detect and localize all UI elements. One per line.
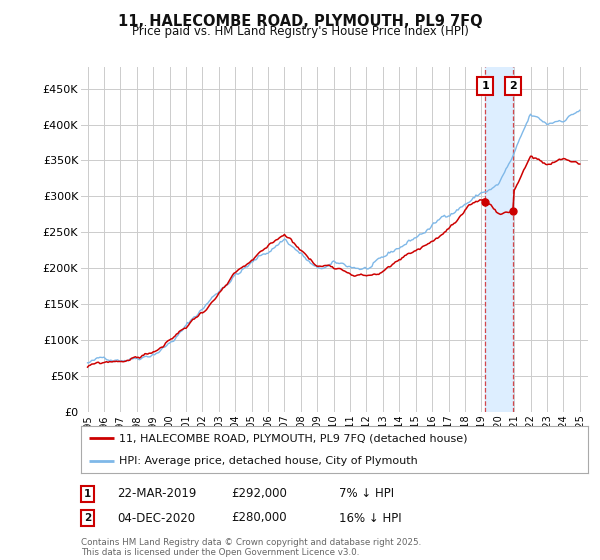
Bar [485, 67, 513, 412]
Text: 2: 2 [509, 81, 517, 91]
Text: 16% ↓ HPI: 16% ↓ HPI [339, 511, 401, 525]
Text: HPI: Average price, detached house, City of Plymouth: HPI: Average price, detached house, City… [119, 456, 418, 466]
Text: Contains HM Land Registry data © Crown copyright and database right 2025.
This d: Contains HM Land Registry data © Crown c… [81, 538, 421, 557]
Text: 1: 1 [481, 81, 489, 91]
Text: Price paid vs. HM Land Registry's House Price Index (HPI): Price paid vs. HM Land Registry's House … [131, 25, 469, 38]
Text: 2: 2 [84, 513, 91, 523]
Text: 7% ↓ HPI: 7% ↓ HPI [339, 487, 394, 501]
Text: 04-DEC-2020: 04-DEC-2020 [117, 511, 195, 525]
Text: 22-MAR-2019: 22-MAR-2019 [117, 487, 196, 501]
Text: 11, HALECOMBE ROAD, PLYMOUTH, PL9 7FQ: 11, HALECOMBE ROAD, PLYMOUTH, PL9 7FQ [118, 14, 482, 29]
Text: 1: 1 [84, 489, 91, 499]
Text: £280,000: £280,000 [231, 511, 287, 525]
Text: £292,000: £292,000 [231, 487, 287, 501]
Text: 11, HALECOMBE ROAD, PLYMOUTH, PL9 7FQ (detached house): 11, HALECOMBE ROAD, PLYMOUTH, PL9 7FQ (d… [119, 433, 467, 444]
